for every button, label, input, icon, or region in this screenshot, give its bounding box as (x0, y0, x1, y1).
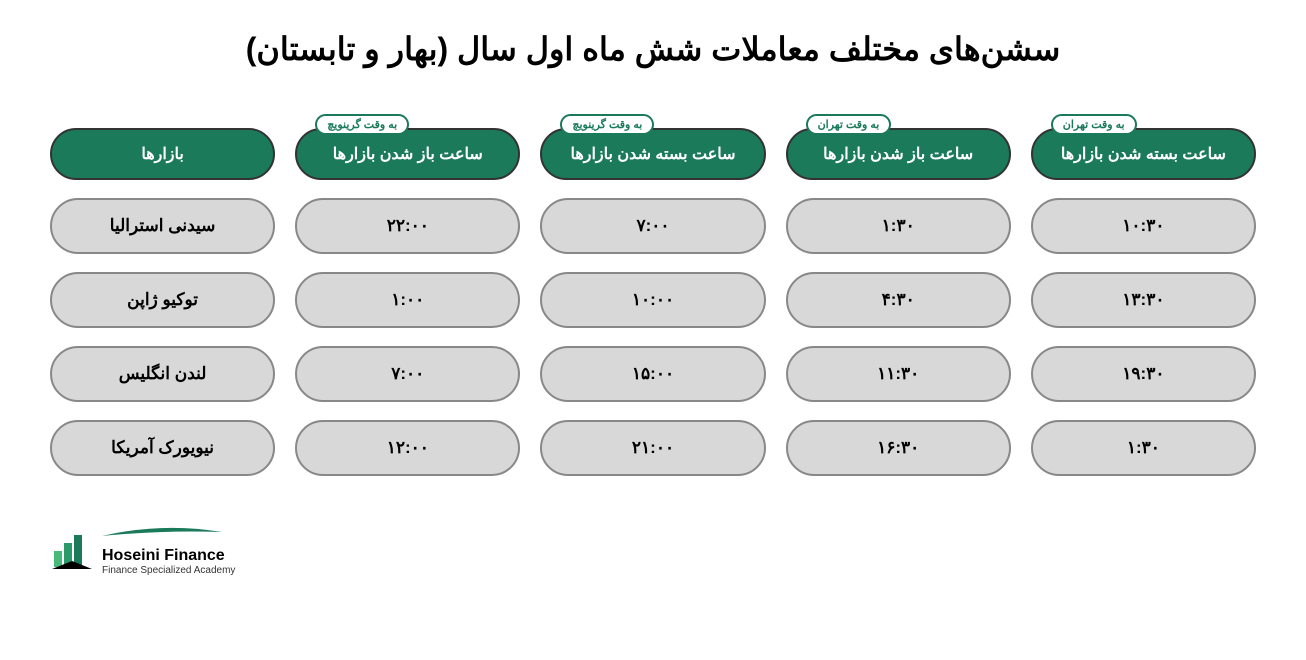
time-cell: ۷:۰۰ (540, 198, 765, 254)
timezone-badge: به وقت تهران (806, 114, 892, 135)
column-header: ساعت باز شدن بازارها (295, 128, 520, 180)
logo-swoosh (102, 526, 222, 540)
timezone-badge: به وقت گرینویچ (315, 114, 409, 135)
header-cell-wrap: به وقت تهرانساعت باز شدن بازارها (786, 128, 1011, 180)
time-cell: ۱۹:۳۰ (1031, 346, 1256, 402)
time-cell: ۱۵:۰۰ (540, 346, 765, 402)
time-cell: ۱:۳۰ (786, 198, 1011, 254)
logo-title: Hoseini Finance (102, 547, 235, 565)
time-cell: ۱۱:۳۰ (786, 346, 1011, 402)
column-header: ساعت باز شدن بازارها (786, 128, 1011, 180)
time-cell: ۷:۰۰ (295, 346, 520, 402)
logo-icon (50, 531, 94, 571)
sessions-table: بازارها به وقت گرینویچساعت باز شدن بازاره… (50, 128, 1256, 476)
header-cell-wrap: به وقت گرینویچساعت باز شدن بازارها (295, 128, 520, 180)
header-cell-wrap: به وقت تهرانساعت بسته شدن بازارها (1031, 128, 1256, 180)
column-header: ساعت بسته شدن بازارها (1031, 128, 1256, 180)
time-cell: ۱۶:۳۰ (786, 420, 1011, 476)
time-cell: ۲۱:۰۰ (540, 420, 765, 476)
column-header: بازارها (50, 128, 275, 180)
timezone-badge: به وقت گرینویچ (560, 114, 654, 135)
logo-area: Hoseini Finance Finance Specialized Acad… (50, 526, 1256, 576)
header-cell-wrap: بازارها (50, 128, 275, 180)
time-cell: ۱۰:۳۰ (1031, 198, 1256, 254)
column-header: ساعت بسته شدن بازارها (540, 128, 765, 180)
time-cell: ۱:۰۰ (295, 272, 520, 328)
time-cell: ۱۳:۳۰ (1031, 272, 1256, 328)
logo-subtitle: Finance Specialized Academy (102, 565, 235, 576)
timezone-badge: به وقت تهران (1051, 114, 1137, 135)
time-cell: ۱۰:۰۰ (540, 272, 765, 328)
market-name-cell: نیویورک آمریکا (50, 420, 275, 476)
time-cell: ۱۲:۰۰ (295, 420, 520, 476)
time-cell: ۲۲:۰۰ (295, 198, 520, 254)
time-cell: ۴:۳۰ (786, 272, 1011, 328)
market-name-cell: توکیو ژاپن (50, 272, 275, 328)
page-title: سشن‌های مختلف معاملات شش ماه اول سال (به… (50, 30, 1256, 68)
market-name-cell: لندن انگلیس (50, 346, 275, 402)
time-cell: ۱:۳۰ (1031, 420, 1256, 476)
market-name-cell: سیدنی استرالیا (50, 198, 275, 254)
header-cell-wrap: به وقت گرینویچساعت بسته شدن بازارها (540, 128, 765, 180)
